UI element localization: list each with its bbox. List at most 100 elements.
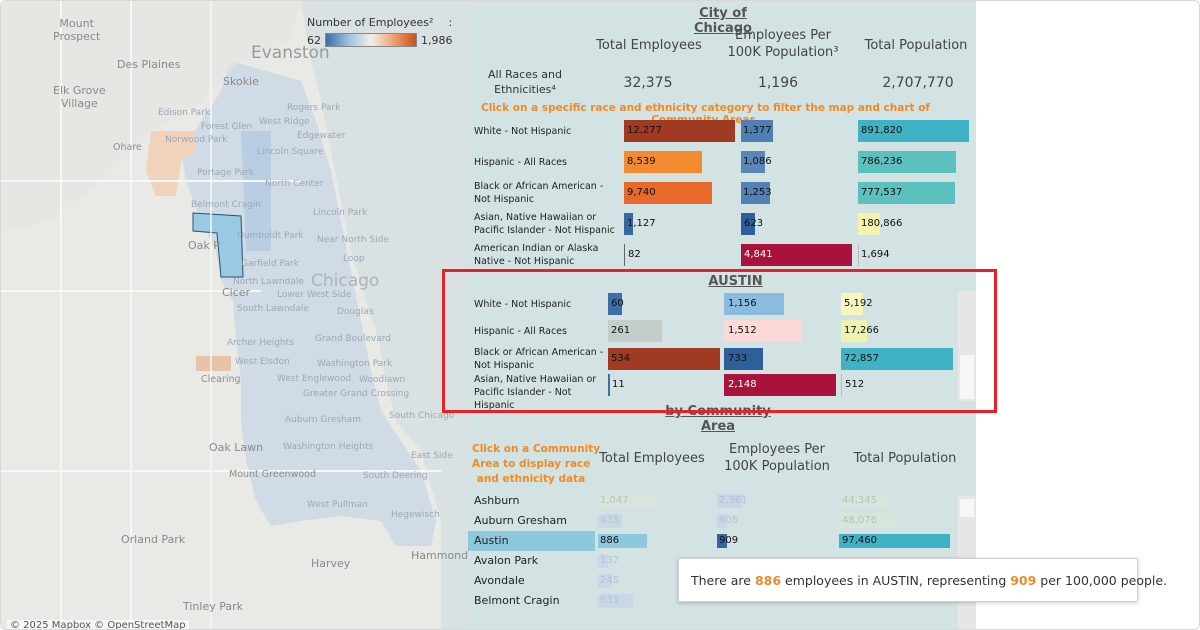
legend-min: 62 [307, 33, 321, 47]
city-white-employees-bar[interactable] [624, 120, 735, 142]
city-black-population-bar[interactable] [858, 182, 955, 204]
city-native-per100k-bar[interactable] [741, 244, 852, 266]
map-ca-near-north-side: Near North Side [317, 235, 389, 245]
auburn-gresham-population-bar[interactable] [839, 514, 895, 528]
auburn-gresham-population-value: 48,076 [842, 515, 877, 526]
austin-row-hispanic-label[interactable]: Hispanic - All Races [474, 326, 567, 337]
austin-hispanic-per100k-bar[interactable] [724, 320, 802, 342]
city-hispanic-employees-bar[interactable] [624, 151, 702, 173]
austin-employees-value: 886 [600, 535, 620, 546]
city-header-total-employees: Total Employees [596, 38, 702, 53]
city-asian-employees-bar[interactable] [624, 213, 633, 235]
city-asian-population-value: 180,866 [861, 218, 903, 229]
austin-black-population-bar[interactable] [841, 348, 953, 370]
city-hispanic-per100k-bar[interactable] [741, 151, 765, 173]
map-ca-lincoln-park: Lincoln Park [313, 208, 368, 218]
austin-asian-employees-bar[interactable] [608, 374, 610, 396]
map-ca-west-ridge: West Ridge [259, 117, 310, 127]
city-native-population-value: 1,694 [861, 249, 890, 260]
map-label-elk-grove: Elk Grove Village [53, 84, 106, 110]
city-black-per100k-bar[interactable] [741, 182, 770, 204]
austin-hispanic-employees-value: 261 [611, 325, 631, 336]
city-header-per-100k: Employees Per 100K Population³ [727, 28, 839, 60]
city-asian-per100k-bar[interactable] [741, 213, 755, 235]
austin-asian-per100k-bar[interactable] [724, 374, 836, 396]
city-asian-population-bar[interactable] [858, 213, 880, 235]
map-ca-south-lawndale: South Lawndale [237, 304, 309, 314]
community-row-avalon-park[interactable]: Avalon Park [474, 554, 539, 567]
city-white-per100k-bar[interactable] [741, 120, 773, 142]
austin-employees-bar[interactable] [598, 534, 647, 548]
city-row-native-label[interactable]: American Indian or Alaska Native - Not H… [474, 243, 599, 267]
austin-asian-population-bar[interactable] [841, 374, 842, 396]
avalon-park-employees-value: 137 [600, 555, 620, 566]
map-label-oak-lawn: Oak Lawn [209, 441, 264, 454]
tooltip-prefix: There are [691, 573, 755, 588]
map-ca-greater-grand-crossing: Greater Grand Crossing [303, 389, 410, 399]
map-ca-south-deering: South Deering [363, 471, 428, 481]
city-native-employees-bar[interactable] [624, 244, 625, 266]
austin-hispanic-employees-bar[interactable] [608, 320, 662, 342]
city-asian-per100k-value: 623 [744, 218, 764, 229]
city-row-hispanic-label[interactable]: Hispanic - All Races [474, 157, 567, 168]
auburn-gresham-per100k-bar[interactable] [717, 514, 727, 528]
map-ca-east-side: East Side [411, 451, 453, 461]
city-hispanic-population-value: 786,236 [861, 156, 903, 167]
austin-white-population-bar[interactable] [841, 293, 863, 315]
map-ca-portage-park: Portage Park [197, 168, 254, 178]
austin-black-per100k-bar[interactable] [724, 348, 763, 370]
auburn-gresham-employees-bar[interactable] [598, 514, 622, 528]
legend-colon: : [448, 16, 453, 29]
map-attribution[interactable]: © 2025 Mapbox © OpenStreetMap [7, 620, 189, 629]
community-instruction: Click on a Community Area to display rac… [472, 443, 601, 485]
austin-asian-employees-value: 11 [612, 379, 625, 390]
austin-per100k-bar[interactable] [717, 534, 727, 548]
city-row-asian-label[interactable]: Asian, Native Hawaiian or Pacific Island… [474, 212, 615, 236]
austin-row-black-label[interactable]: Black or African American - Not Hispanic [474, 347, 604, 371]
ashburn-per100k-value: 2,361 [719, 495, 748, 506]
austin-highlight-box [442, 269, 997, 413]
community-row-belmont-cragin[interactable]: Belmont Cragin [474, 594, 560, 607]
community-row-auburn-gresham[interactable]: Auburn Gresham [474, 514, 567, 527]
map-ca-forest-glen: Forest Glen [201, 122, 253, 132]
community-row-austin[interactable]: Austin [474, 534, 509, 547]
chicago-map[interactable]: Evanston Chicago Skokie Des Plaines Moun… [1, 1, 468, 629]
map-ca-washington-park: Washington Park [317, 359, 393, 369]
austin-row-asian-label[interactable]: Asian, Native Hawaiian or Pacific Island… [474, 374, 597, 411]
city-white-per100k-value: 1,377 [743, 125, 772, 136]
avalon-park-employees-bar[interactable] [598, 554, 608, 568]
belmont-cragin-employees-bar[interactable] [598, 594, 633, 608]
community-row-avondale[interactable]: Avondale [474, 574, 525, 587]
map-label-tinley-park: Tinley Park [183, 600, 244, 613]
austin-white-employees-bar[interactable] [608, 293, 622, 315]
city-black-employees-bar[interactable] [624, 182, 712, 204]
map-label-skokie: Skokie [223, 75, 259, 88]
map-ca-auburn-gresham: Auburn Gresham [285, 415, 362, 425]
map-ca-garfield-park: Garfield Park [241, 259, 299, 269]
austin-scrollbar-thumb[interactable] [960, 355, 974, 399]
ashburn-employees-bar[interactable] [598, 494, 658, 508]
ashburn-per100k-bar[interactable] [717, 494, 743, 508]
austin-white-per100k-value: 1,156 [728, 298, 757, 309]
city-row-black-label[interactable]: Black or African American - Not Hispanic [474, 181, 604, 205]
austin-black-population-value: 72,857 [844, 353, 879, 364]
city-row-white-label[interactable]: White - Not Hispanic [474, 126, 572, 137]
city-white-population-bar[interactable] [858, 120, 969, 142]
austin-black-employees-bar[interactable] [608, 348, 720, 370]
map-legend: Number of Employees² : 62 1,986 [307, 11, 467, 51]
austin-population-bar[interactable] [839, 534, 950, 548]
austin-hispanic-population-bar[interactable] [841, 320, 867, 342]
city-white-employees-value: 12,277 [627, 125, 662, 136]
austin-row-white-label[interactable]: White - Not Hispanic [474, 299, 572, 310]
community-row-austin-highlight[interactable] [468, 531, 595, 551]
austin-white-per100k-bar[interactable] [724, 293, 784, 315]
city-hispanic-population-bar[interactable] [858, 151, 956, 173]
community-scrollbar-thumb[interactable] [960, 499, 974, 517]
tooltip-mid1: employees in [781, 573, 873, 588]
map-label-des-plaines: Des Plaines [117, 58, 181, 71]
ashburn-population-bar[interactable] [839, 494, 890, 508]
map-label-orland-park: Orland Park [121, 533, 186, 546]
city-native-population-bar[interactable] [858, 244, 859, 266]
community-row-ashburn[interactable]: Ashburn [474, 494, 520, 507]
avondale-employees-bar[interactable] [598, 574, 612, 588]
